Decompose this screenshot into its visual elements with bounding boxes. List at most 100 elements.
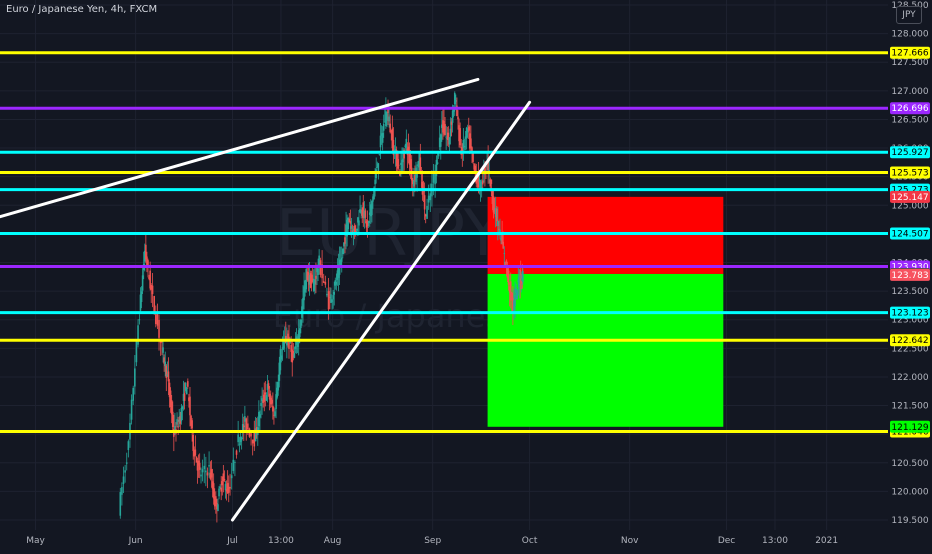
candle-body [345,224,347,237]
time-tick-label: 2021 [815,536,838,546]
candle-body [187,381,189,387]
price-tick-label: 125.000 [891,201,928,211]
candle-body [516,290,518,300]
candle-body [447,132,450,140]
candle-body [309,273,312,288]
candle-body [242,425,245,428]
time-axis[interactable]: May Jun Jul 13:00 Aug Sep Oct Nov Dec 13:00 2021 [26,536,838,546]
candle-body [279,349,282,371]
level-price-tag: 127.666 [891,49,928,59]
candle-body [437,153,440,157]
candle-body [205,470,207,473]
candle-body [182,393,185,401]
time-axis-background[interactable] [0,530,932,550]
time-tick-label: Jun [128,536,143,546]
candle-body [270,399,273,404]
candle-body [462,139,465,149]
candle-body [381,132,384,143]
candle-body [513,300,515,314]
candle-body [365,221,368,228]
take-profit-zone[interactable] [487,273,724,427]
currency-button[interactable]: JPY [896,6,922,24]
candle-body [457,116,459,120]
candle-body [362,202,365,218]
price-tick-label: 127.000 [891,87,928,97]
candle-body [396,158,399,169]
candle-body [127,441,130,451]
trendline[interactable] [0,77,480,219]
candle-body [515,288,517,294]
candle-body [474,165,477,174]
price-candles [119,91,524,523]
price-tick-label: 120.000 [891,487,928,497]
candle-body [163,357,165,364]
price-tick-label: 127.500 [891,58,928,68]
candle-body [336,270,339,280]
candle-body [255,427,258,433]
candle-body [487,158,489,171]
candle-body [424,214,427,217]
candle-body [337,264,340,278]
level-price-tag: 122.642 [891,336,928,346]
candle-body [293,353,296,358]
level-price-tag: 125.573 [891,168,928,178]
candle-body [512,297,514,312]
candle-body [449,128,452,137]
candle-body [439,134,442,147]
candle-body [495,208,498,222]
candle-body [253,431,256,447]
candle-body [380,133,383,136]
candle-body [174,425,176,433]
candle-body [356,228,358,231]
candle-body [386,112,388,121]
candle-body [235,450,238,455]
candle-body [417,161,419,166]
candle-body [191,420,193,429]
candle-body [392,139,395,155]
candle-body [315,275,317,279]
candle-body [282,340,285,349]
candle-body [307,272,310,281]
candle-body [292,351,295,358]
candle-body [446,138,449,140]
candle-body [220,487,222,492]
position-box[interactable] [487,196,724,427]
price-tags: 127.666 126.696 125.927 125.573 125.273 124.5… [890,46,930,438]
candle-body [492,196,495,213]
candle-body [218,488,220,497]
candle-body [390,131,393,133]
candle-body [499,229,501,234]
candle-body [318,255,320,267]
time-tick-label: Jul [226,536,238,546]
current-price-tag-bg [890,268,930,281]
candle-body [502,241,504,249]
candle-body [371,200,373,216]
candle-body [522,271,524,283]
candle-body [149,270,151,289]
stop-loss-zone[interactable] [487,196,724,274]
candle-body [223,478,226,481]
level-price-tag: 123.930 [891,263,928,273]
horizontal-levels[interactable] [0,51,888,434]
trendline[interactable] [230,100,532,522]
candle-body [277,381,280,391]
candle-body [167,371,170,382]
candle-body [488,170,491,172]
candle-body [427,195,430,203]
candle-body [238,443,241,445]
candle-body [219,486,221,488]
candle-body [193,450,196,457]
candle-body [262,399,264,403]
level-price-tag: 123.123 [891,309,928,319]
candle-body [385,111,387,127]
candle-body [327,291,330,310]
candle-body [122,476,125,484]
candle-body [465,127,468,138]
candle-body [254,428,257,442]
candle-body [153,295,155,312]
candle-body [189,396,191,416]
trendlines[interactable] [0,77,532,522]
candle-body [456,105,458,117]
